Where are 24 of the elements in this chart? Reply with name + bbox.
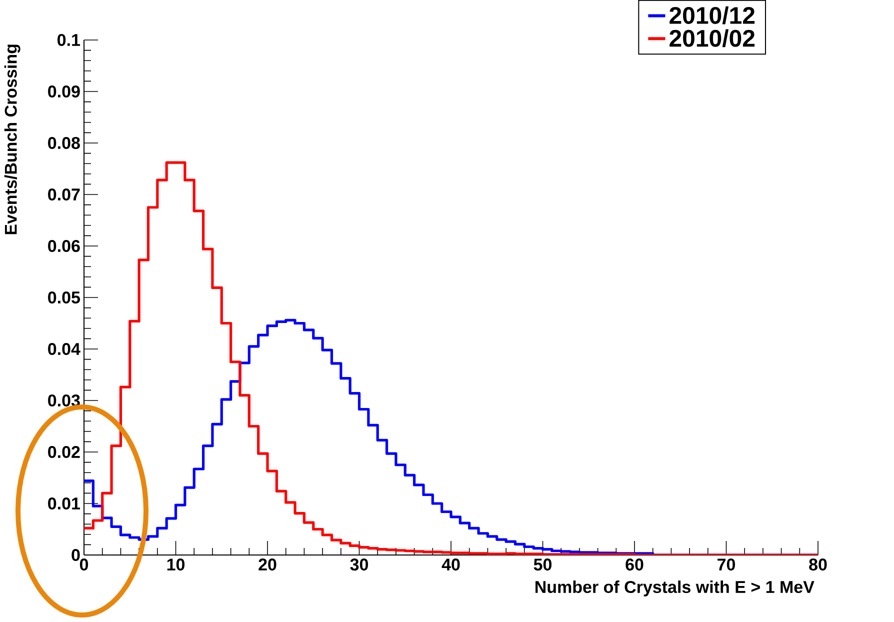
legend-label: 2010/12 xyxy=(670,6,755,24)
y-tick-label: 0.02 xyxy=(48,446,80,458)
x-tick-label: 20 xyxy=(258,558,276,571)
x-tick-label: 50 xyxy=(534,558,552,571)
y-axis-title: Events/Bunch Crossing xyxy=(4,44,20,234)
x-axis-title: Number of Crystals with E > 1 MeV xyxy=(536,580,814,596)
y-tick-label: 0 xyxy=(72,548,80,562)
y-tick-label: 0.08 xyxy=(48,136,80,150)
x-tick-label: 0 xyxy=(80,558,88,571)
x-tick-label: 80 xyxy=(809,558,827,571)
y-tick-label: 0.01 xyxy=(48,497,80,510)
y-tick-label: 0.1 xyxy=(58,34,80,46)
x-tick-label: 60 xyxy=(626,558,644,571)
x-tick-label: 30 xyxy=(350,558,368,571)
y-tick-label: 0.07 xyxy=(48,188,80,201)
y-tick-label: 0.03 xyxy=(48,394,80,407)
x-tick-label: 40 xyxy=(442,558,460,571)
y-tick-label: 0.06 xyxy=(48,240,80,252)
y-tick-label: 0.05 xyxy=(48,291,80,304)
x-tick-label: 10 xyxy=(167,558,184,571)
legend-label: 2010/02 xyxy=(670,29,755,48)
x-tick-label: 70 xyxy=(718,558,735,571)
y-tick-label: 0.09 xyxy=(48,85,80,98)
y-tick-label: 0.04 xyxy=(48,342,80,356)
